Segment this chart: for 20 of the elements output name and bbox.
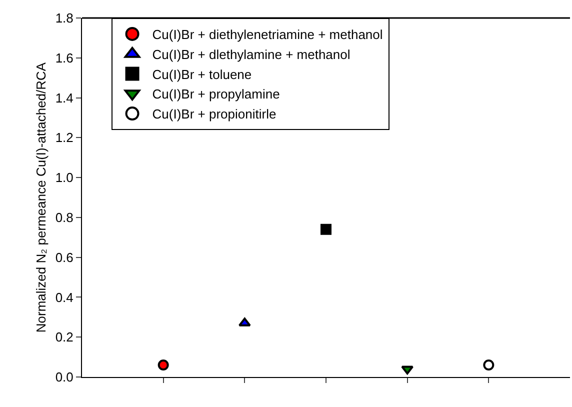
y-tick-label: 1.6 xyxy=(55,50,74,66)
legend-label: Cu(I)Br + diethylenetriamine + methanol xyxy=(152,27,383,42)
y-axis-title: Normalized N₂ permeance Cu(I)-attached/RCA xyxy=(33,62,48,333)
legend-label: Cu(I)Br + dlethylamine + methanol xyxy=(152,46,350,62)
y-tick-label: 1.8 xyxy=(55,10,74,26)
legend-label: Cu(I)Br + toluene xyxy=(152,66,252,82)
point xyxy=(158,360,169,371)
y-tick-label: 0.2 xyxy=(55,330,74,345)
point xyxy=(483,360,494,371)
y-tick-label: 1.2 xyxy=(55,130,74,146)
legend-label: Cu(I)Br + propylamine xyxy=(152,86,280,102)
y-tick-label: 1.0 xyxy=(55,170,74,186)
y-tick-label: 1.4 xyxy=(55,90,74,106)
point xyxy=(401,366,414,375)
y-tick-label: 0.8 xyxy=(55,210,74,225)
y-tick-label: 0.4 xyxy=(55,290,74,305)
point xyxy=(320,224,332,235)
y-tick-label: 0.6 xyxy=(55,250,74,265)
legend-label: Cu(I)Br + propionitirle xyxy=(152,106,276,122)
y-tick-label: 0.0 xyxy=(55,370,74,385)
